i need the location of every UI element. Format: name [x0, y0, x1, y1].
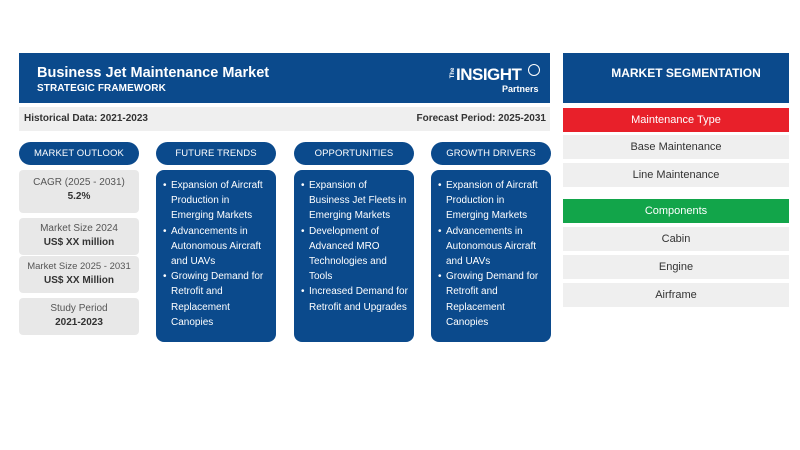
page-title: Business Jet Maintenance Market	[37, 65, 270, 81]
stat-label: CAGR (2025 - 2031)	[33, 177, 125, 188]
stat-cagr: CAGR (2025 - 2031) 5.2%	[19, 170, 139, 213]
historical-data: Historical Data: 2021-2023	[24, 113, 148, 124]
driver-item: Expansion of Aircraft Production in Emer…	[438, 178, 547, 224]
stat-value: 5.2%	[67, 191, 91, 202]
stat-label: Study Period	[50, 303, 108, 314]
logo-ring-icon	[528, 64, 540, 76]
header-banner: Business Jet Maintenance Market STRATEGI…	[19, 53, 550, 103]
stat-value: US$ XX million	[43, 237, 115, 248]
market-segmentation-heading: MARKET SEGMENTATION	[563, 53, 789, 103]
trend-item: Advancements in Autonomous Aircraft and …	[163, 224, 272, 270]
stat-market-size-forecast: Market Size 2025 - 2031 US$ XX Million	[19, 256, 139, 293]
segment-category-components: Components	[563, 199, 789, 223]
trend-item: Growing Demand for Retrofit and Replacem…	[163, 269, 272, 330]
stat-value: 2021-2023	[55, 317, 103, 328]
segment-category-maintenance-type: Maintenance Type	[563, 108, 789, 132]
segment-item-engine: Engine	[563, 255, 789, 279]
trend-item: Expansion of Aircraft Production in Emer…	[163, 178, 272, 224]
insight-partners-logo: The INSIGHT Partners	[446, 63, 542, 97]
opportunities-card: Expansion of Business Jet Fleets in Emer…	[294, 170, 414, 342]
market-outlook-heading: MARKET OUTLOOK	[19, 142, 139, 165]
opportunity-item: Increased Demand for Retrofit and Upgrad…	[301, 284, 410, 314]
opportunity-item: Expansion of Business Jet Fleets in Emer…	[301, 178, 410, 224]
opportunity-item: Development of Advanced MRO Technologies…	[301, 224, 410, 285]
stat-value: US$ XX Million	[43, 275, 114, 286]
stat-label: Market Size 2024	[40, 223, 118, 234]
forecast-period: Forecast Period: 2025-2031	[416, 113, 546, 124]
growth-drivers-card: Expansion of Aircraft Production in Emer…	[431, 170, 551, 342]
growth-drivers-heading: GROWTH DRIVERS	[431, 142, 551, 165]
segment-item-cabin: Cabin	[563, 227, 789, 251]
segment-item-line-maintenance: Line Maintenance	[563, 163, 789, 187]
future-trends-card: Expansion of Aircraft Production in Emer…	[156, 170, 276, 342]
driver-item: Advancements in Autonomous Aircraft and …	[438, 224, 547, 270]
stat-study-period: Study Period 2021-2023	[19, 298, 139, 335]
opportunities-heading: OPPORTUNITIES	[294, 142, 414, 165]
stat-market-size-2024: Market Size 2024 US$ XX million	[19, 218, 139, 255]
logo-sub: Partners	[502, 84, 539, 94]
driver-item: Growing Demand for Retrofit and Replacem…	[438, 269, 547, 330]
page-subtitle: STRATEGIC FRAMEWORK	[37, 83, 166, 94]
logo-main: INSIGHT	[456, 65, 522, 84]
future-trends-heading: FUTURE TRENDS	[156, 142, 276, 165]
period-info-bar: Historical Data: 2021-2023 Forecast Peri…	[19, 107, 550, 131]
segment-item-airframe: Airframe	[563, 283, 789, 307]
stat-label: Market Size 2025 - 2031	[27, 261, 131, 272]
segment-item-base-maintenance: Base Maintenance	[563, 135, 789, 159]
